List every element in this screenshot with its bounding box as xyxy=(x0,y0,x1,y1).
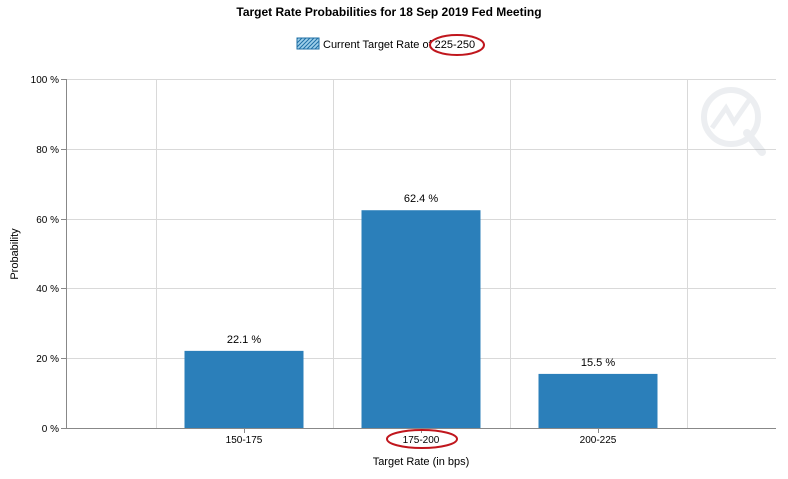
y-axis-title: Probability xyxy=(9,228,21,280)
x-tick-label: 175-200 xyxy=(403,435,440,446)
bar-150-175[interactable] xyxy=(184,350,304,428)
legend-swatch xyxy=(296,37,320,50)
bars: 22.1 % 62.4 % 15.5 % xyxy=(184,193,658,428)
y-axis: 0 % 20 % 40 % 60 % 80 % 100 % xyxy=(31,75,67,435)
x-axis: 150-175 175-200 200-225 xyxy=(66,428,776,446)
x-tick-label: 150-175 xyxy=(226,435,263,446)
bar-value-label: 15.5 % xyxy=(581,357,615,369)
x-axis-title: Target Rate (in bps) xyxy=(373,456,470,468)
legend[interactable]: Current Target Rate of 225-250 xyxy=(296,37,475,51)
y-tick-label: 0 % xyxy=(42,424,59,435)
y-tick-label: 20 % xyxy=(36,354,59,365)
bar-value-label: 22.1 % xyxy=(227,334,261,346)
bar-175-200[interactable] xyxy=(361,210,481,428)
annotation-ellipse-current-rate xyxy=(429,34,485,56)
y-tick-label: 100 % xyxy=(31,75,59,86)
annotation-ellipse-175-200 xyxy=(386,429,458,449)
legend-label: Current Target Rate of 225-250 xyxy=(323,39,475,51)
y-tick-label: 80 % xyxy=(36,145,59,156)
y-tick-label: 60 % xyxy=(36,215,59,226)
bar-200-225[interactable] xyxy=(538,373,658,428)
y-tick-label: 40 % xyxy=(36,284,59,295)
watermark-logo-icon xyxy=(701,87,766,156)
x-tick-label: 200-225 xyxy=(580,435,617,446)
chart-title: Target Rate Probabilities for 18 Sep 201… xyxy=(236,5,541,19)
bar-value-label: 62.4 % xyxy=(404,193,438,205)
